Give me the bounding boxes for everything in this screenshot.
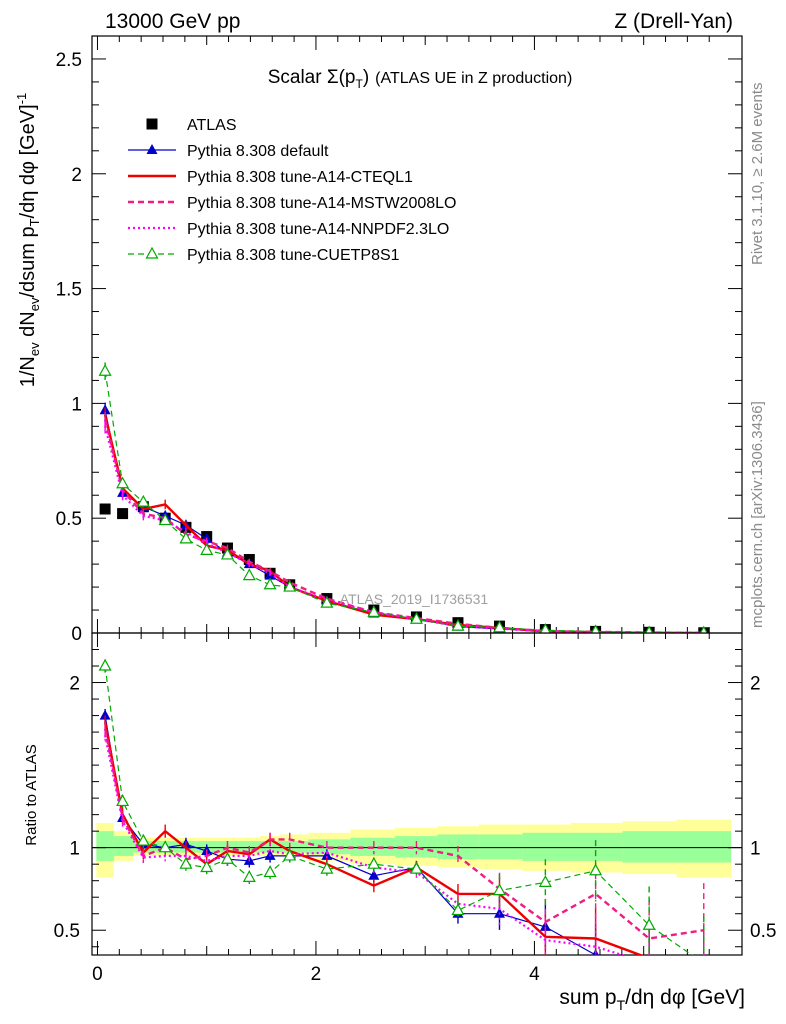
ratio-marker <box>698 957 709 967</box>
ratio-marker <box>283 848 297 861</box>
data-point <box>451 618 465 631</box>
legend-marker <box>146 118 158 130</box>
ratio-series <box>98 658 709 984</box>
ratio-y-tick-label-right: 1 <box>750 839 761 860</box>
x-axis-label: sum pT/dη dφ [GeV] <box>559 986 745 1013</box>
legend-label: Pythia 8.308 tune-A14-MSTW2008LO <box>187 195 456 212</box>
data-point <box>242 568 256 581</box>
ratio-marker <box>136 833 150 846</box>
ratio-y-tick-label-right: 2 <box>750 674 761 695</box>
y-tick-label: 0 <box>71 624 82 645</box>
y-axis-label: 1/Nev dNev/dsum pT/dη dφ [GeV]-1 <box>14 93 42 388</box>
data-point <box>99 503 111 515</box>
band-inner-14 <box>478 834 523 860</box>
data-point <box>320 595 334 608</box>
band-inner-17 <box>622 831 677 863</box>
chart-title: Scalar Σ(pT) (ATLAS UE in Z production) <box>268 67 573 91</box>
band-inner-0 <box>96 831 114 861</box>
legend-label: Pythia 8.308 tune-A14-NNPDF2.3LO <box>187 221 449 238</box>
band-inner-15 <box>522 832 571 861</box>
ratio-marker <box>492 883 506 896</box>
main-series <box>98 362 710 633</box>
analysis-watermark: ATLAS_2019_I1736531 <box>340 591 489 607</box>
ratio-marker <box>321 849 333 860</box>
data-point <box>179 531 193 544</box>
ratio-marker <box>644 957 655 967</box>
data-point <box>409 611 423 624</box>
title-prefix: Scalar Σ(p <box>268 67 356 88</box>
ratio-y-tick-label: 0.5 <box>54 921 80 942</box>
x-tick-label: 0 <box>92 964 103 985</box>
ratio-marker <box>158 840 172 853</box>
ratio-marker <box>451 903 465 916</box>
legend-label: ATLAS <box>187 117 237 134</box>
y-tick-label: 2.5 <box>56 50 82 71</box>
ratio-marker <box>179 856 193 869</box>
main-panel: 0 0.5 1 1.5 2 2.5 <box>56 35 743 955</box>
legend-label: Pythia 8.308 default <box>187 143 329 160</box>
band-inner-9 <box>279 841 309 853</box>
ratio-marker <box>698 974 709 984</box>
header-left: 13000 GeV pp <box>105 10 240 33</box>
data-point <box>539 622 551 633</box>
ratio-y-axis-label: Ratio to ATLAS <box>23 744 40 845</box>
band-inner-1 <box>113 836 133 856</box>
data-point <box>492 620 506 633</box>
legend-marker <box>146 144 158 154</box>
ratio-marker <box>220 851 234 864</box>
ratio-marker <box>200 860 214 873</box>
ratio-line-5 <box>104 665 693 955</box>
data-point <box>644 625 654 633</box>
ratio-marker <box>99 709 111 720</box>
ratio-marker <box>116 794 130 807</box>
data-point <box>117 508 129 520</box>
band-inner-16 <box>570 832 623 861</box>
band-inner-18 <box>676 831 732 863</box>
data-point <box>98 363 112 376</box>
legend: ATLAS Pythia 8.308 default Pythia 8.308 tu… <box>128 117 456 264</box>
data-point <box>200 543 214 555</box>
legend-label: Pythia 8.308 tune-CUETP8S1 <box>187 247 400 264</box>
ratio-marker <box>589 863 603 876</box>
ratio-y-tick-label: 1 <box>69 839 80 860</box>
y-tick-label: 1 <box>71 394 82 415</box>
y-tick-label: 2 <box>71 165 82 186</box>
ratio-marker <box>368 869 380 880</box>
data-point <box>590 624 601 633</box>
data-point <box>136 494 150 507</box>
ratio-marker <box>538 875 552 887</box>
y-tick-label: 1.5 <box>56 280 82 301</box>
rivet-info: Rivet 3.1.10, ≥ 2.6M events <box>749 83 766 266</box>
ratio-frame <box>91 632 743 956</box>
ratio-panel: 0 2 4 0.5 0.5 1 1 2 2 <box>54 632 776 985</box>
ratio-marker <box>242 870 256 882</box>
ratio-marker <box>367 856 381 869</box>
ratio-y-tick-label: 2 <box>69 674 80 695</box>
data-point <box>699 625 708 633</box>
legend-marker <box>145 246 159 259</box>
data-point <box>263 577 277 590</box>
data-point <box>367 605 381 617</box>
ratio-marker <box>642 918 656 930</box>
data-point <box>158 513 172 526</box>
ratio-marker <box>263 865 277 878</box>
data-point <box>116 476 130 489</box>
ratio-y-tick-label-right: 0.5 <box>750 921 776 942</box>
data-point <box>283 579 297 592</box>
y-tick-label: 0.5 <box>56 509 82 530</box>
band-inner-8 <box>259 841 280 853</box>
ratio-marker <box>320 861 334 874</box>
mcplots-info: mcplots.cern.ch [arXiv:1306.3436] <box>749 401 766 628</box>
header-right: Z (Drell-Yan) <box>614 10 733 33</box>
ratio-marker <box>409 861 423 874</box>
legend-label: Pythia 8.308 tune-A14-CTEQL1 <box>187 169 413 186</box>
ratio-marker <box>98 658 112 671</box>
x-tick-label: 4 <box>529 964 540 985</box>
x-tick-label: 2 <box>311 964 322 985</box>
data-point <box>220 547 234 560</box>
